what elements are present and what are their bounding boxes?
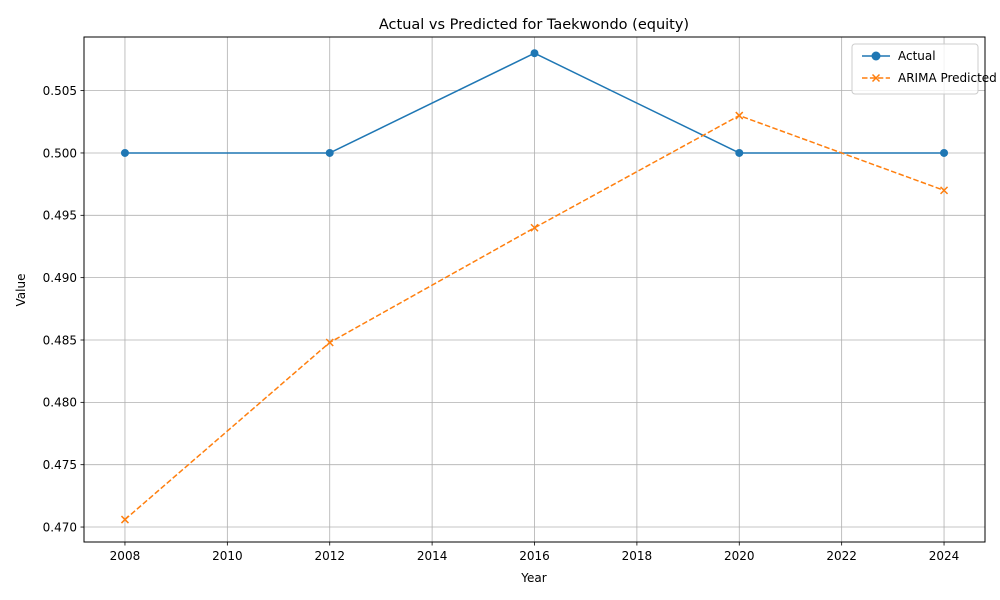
grid <box>84 37 985 542</box>
y-tick-label: 0.490 <box>43 271 77 285</box>
data-point-actual <box>735 148 744 157</box>
x-axis-title: Year <box>520 571 546 585</box>
x-axis: 2008 2010 2012 2014 2016 2018 2020 2022 2024 <box>110 542 960 563</box>
x-tick-label: 2014 <box>417 549 448 563</box>
data-point-predicted <box>325 338 334 347</box>
y-tick-label: 0.500 <box>43 146 77 160</box>
legend-label-predicted: ARIMA Predicted <box>898 71 997 85</box>
y-tick-label: 0.470 <box>43 520 77 534</box>
x-tick-label: 2020 <box>724 549 755 563</box>
data-point-predicted <box>120 515 129 524</box>
legend-marker-actual <box>871 51 881 61</box>
y-tick-label: 0.495 <box>43 209 77 223</box>
y-tick-label: 0.475 <box>43 458 77 472</box>
data-point-actual <box>530 49 539 58</box>
x-tick-label: 2016 <box>519 549 550 563</box>
x-tick-label: 2022 <box>826 549 857 563</box>
y-axis-title: Value <box>14 274 28 307</box>
x-tick-label: 2010 <box>212 549 243 563</box>
y-tick-label: 0.485 <box>43 333 77 347</box>
x-tick-label: 2018 <box>622 549 653 563</box>
x-tick-label: 2012 <box>314 549 345 563</box>
data-point-predicted <box>530 223 539 232</box>
x-tick-label: 2008 <box>110 549 141 563</box>
y-tick-label: 0.480 <box>43 396 77 410</box>
data-point-actual <box>940 148 949 157</box>
data-point-predicted <box>735 111 744 120</box>
y-tick-label: 0.505 <box>43 84 77 98</box>
y-axis: 0.470 0.475 0.480 0.485 0.490 0.495 0.500 0.505 <box>43 84 84 534</box>
x-tick-label: 2024 <box>929 549 960 563</box>
legend: Actual ARIMA Predicted <box>851 43 997 95</box>
data-point-actual <box>120 148 129 157</box>
data-point-actual <box>325 148 334 157</box>
chart-title: Actual vs Predicted for Taekwondo (equit… <box>379 17 689 33</box>
legend-marker-predicted <box>871 73 881 83</box>
series-layer <box>120 49 949 524</box>
data-point-predicted <box>940 186 949 195</box>
legend-label-actual: Actual <box>898 49 936 63</box>
